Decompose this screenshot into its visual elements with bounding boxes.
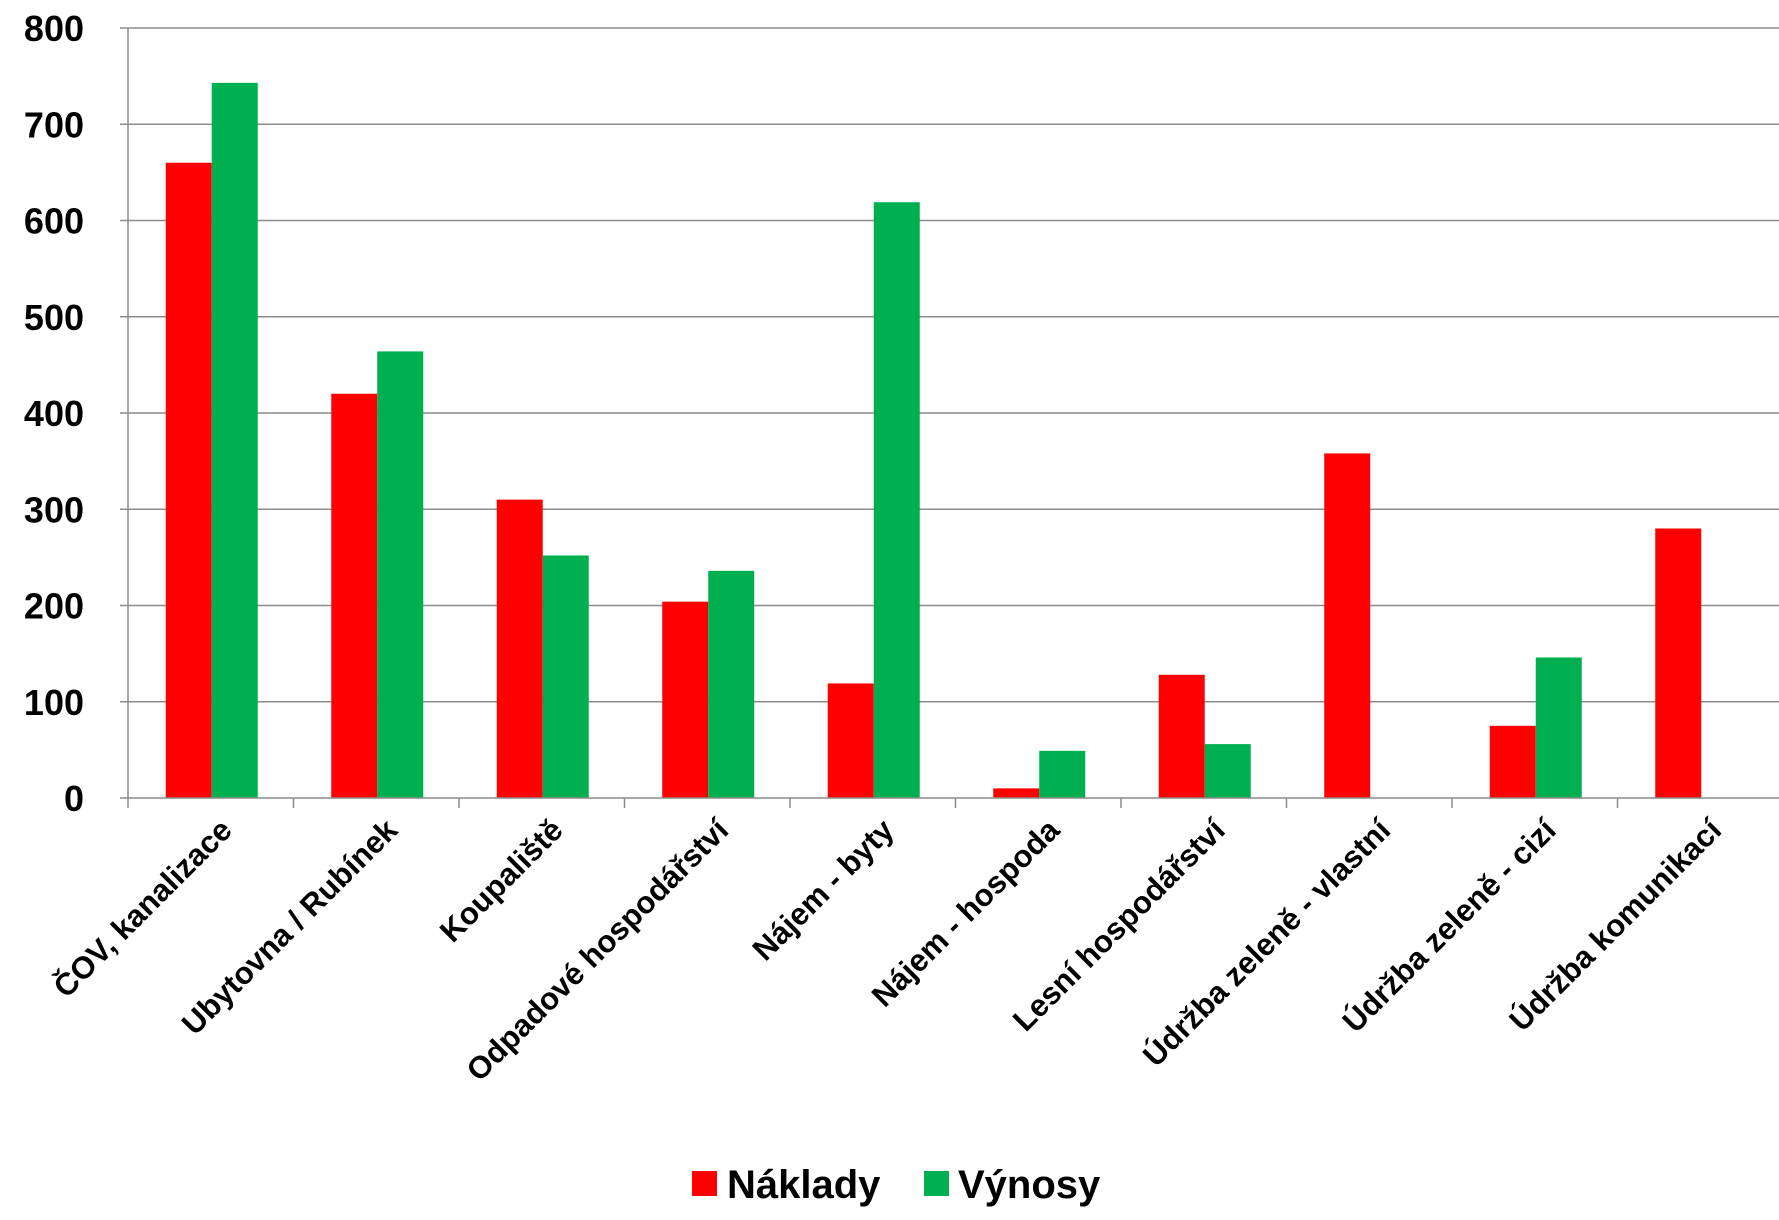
bar-vynosy — [1039, 750, 1086, 798]
x-category-label: Nájem - byty — [746, 812, 902, 968]
bar-naklady — [496, 499, 543, 798]
bar-naklady — [1655, 528, 1702, 798]
legend: Náklady Výnosy — [692, 1163, 1101, 1207]
axes — [120, 27, 1779, 808]
legend-label: Výnosy — [958, 1163, 1101, 1207]
bars — [165, 82, 1702, 799]
bar-naklady — [1489, 725, 1536, 798]
y-tick-label: 100 — [24, 682, 84, 723]
y-axis-tick-labels: 0 100 200 300 400 500 600 700 800 — [24, 8, 84, 819]
bar-naklady — [165, 162, 212, 798]
bar-naklady — [1158, 674, 1205, 798]
y-tick-label: 200 — [24, 586, 84, 627]
bar-vynosy — [873, 202, 920, 798]
legend-swatch — [924, 1171, 949, 1196]
y-tick-label: 600 — [24, 201, 84, 242]
bar-vynosy — [542, 555, 589, 798]
y-tick-label: 800 — [24, 8, 84, 49]
legend-label: Náklady — [727, 1163, 881, 1207]
y-tick-label: 700 — [24, 104, 84, 145]
bar-naklady — [331, 393, 378, 798]
bar-vynosy — [377, 351, 424, 798]
bar-naklady — [993, 788, 1040, 798]
x-category-label: Odpadové hospodářství — [460, 811, 737, 1088]
bar-vynosy — [1204, 744, 1251, 798]
bar-naklady — [827, 683, 874, 798]
y-tick-label: 0 — [64, 778, 84, 819]
legend-swatch — [692, 1171, 717, 1196]
y-tick-label: 500 — [24, 297, 84, 338]
bar-vynosy — [211, 82, 258, 799]
y-tick-label: 400 — [24, 393, 84, 434]
y-tick-label: 300 — [24, 489, 84, 530]
x-category-label: Koupaliště — [433, 812, 570, 949]
x-category-label: ČOV, kanalizace — [46, 811, 239, 1004]
bar-vynosy — [708, 570, 755, 798]
bar-naklady — [662, 601, 709, 798]
bar-naklady — [1324, 453, 1371, 798]
bar-vynosy — [1535, 657, 1582, 798]
